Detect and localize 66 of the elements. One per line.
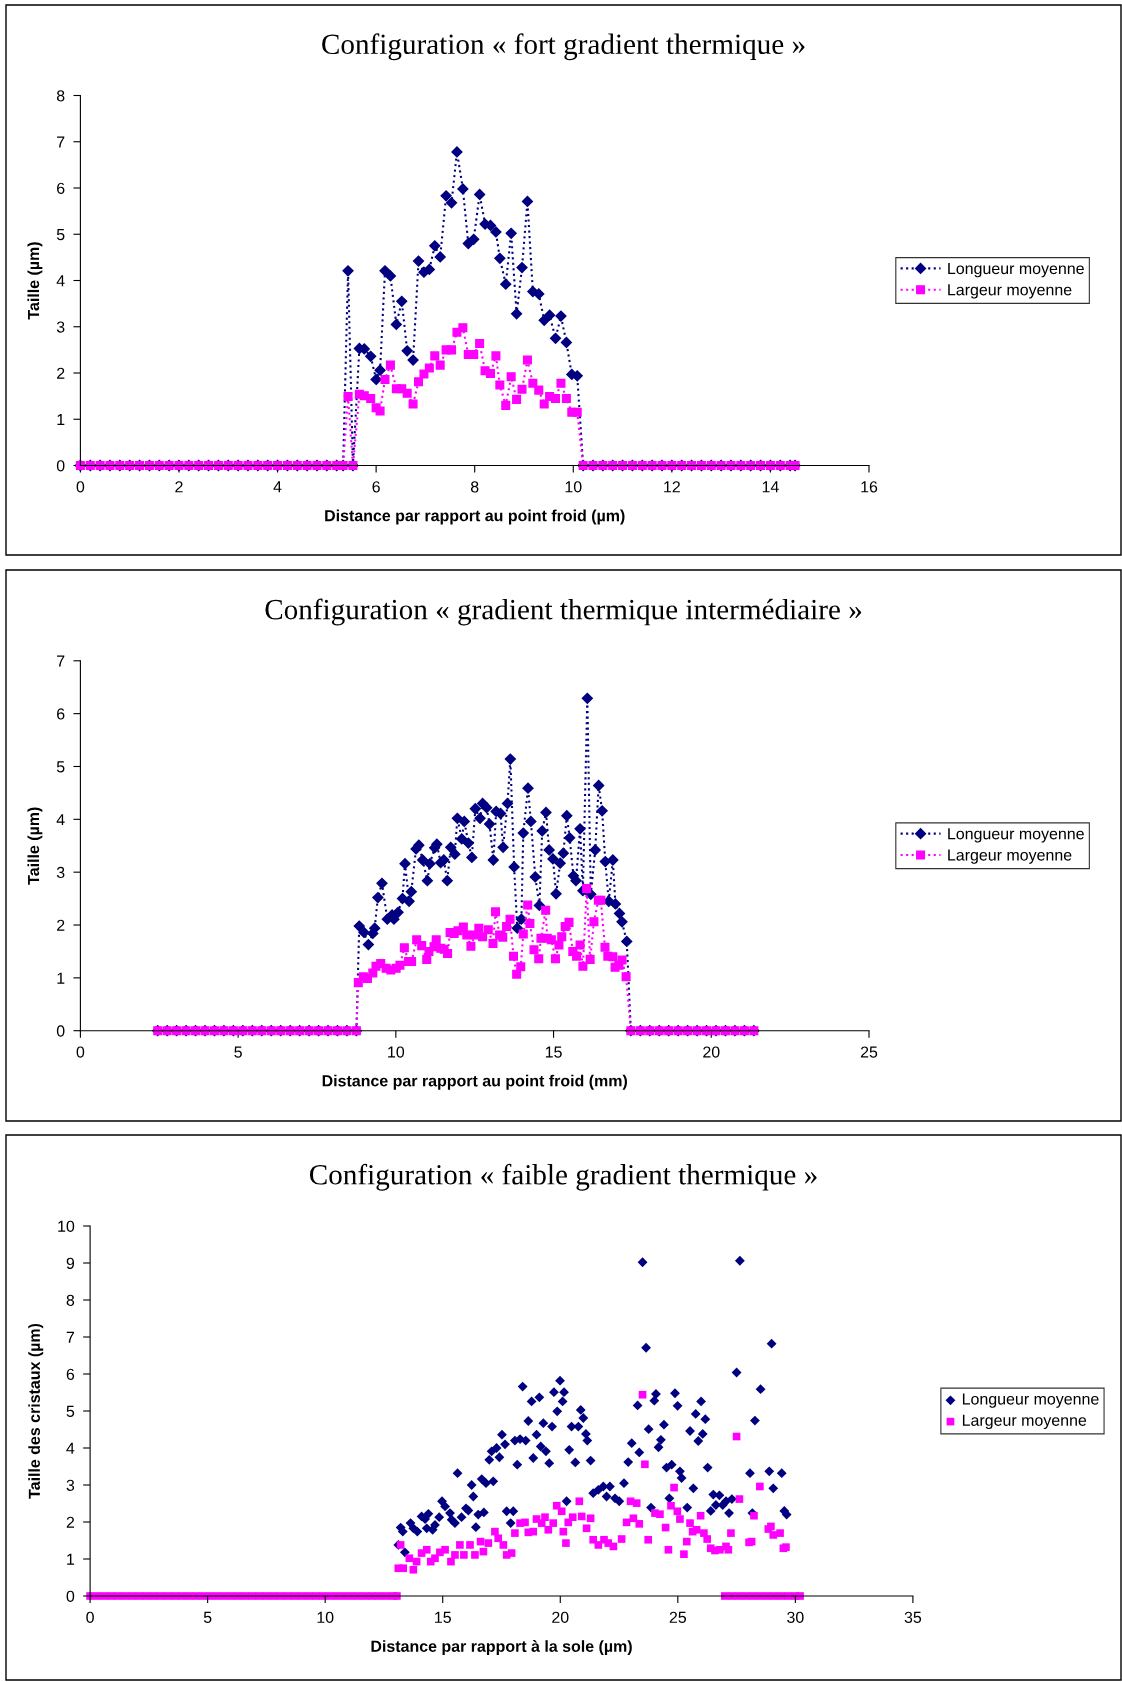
y-tick-label: 5 xyxy=(56,229,65,241)
y-tick-label: 4 xyxy=(56,814,65,826)
x-tick-label: 20 xyxy=(552,1611,569,1624)
y-tick-label: 8 xyxy=(56,90,65,102)
x-tick-label: 0 xyxy=(76,481,85,493)
legend-label: Longueur moyenne xyxy=(948,828,1084,843)
y-tick-label: 7 xyxy=(57,655,65,667)
y-tick-label: 0 xyxy=(56,1025,65,1037)
x-tick-label: 4 xyxy=(273,481,282,493)
y-tick-label: 3 xyxy=(56,866,65,879)
y-tick-label: 4 xyxy=(66,1442,75,1454)
y-tick-label: 1 xyxy=(57,414,65,426)
x-axis-title: Distance par rapport au point froid (mm) xyxy=(322,1074,627,1090)
x-tick-label: 10 xyxy=(317,1611,334,1624)
y-tick-label: 1 xyxy=(67,1553,75,1565)
x-tick-label: 8 xyxy=(470,481,479,493)
y-tick-label: 5 xyxy=(66,1405,75,1417)
x-tick-label: 10 xyxy=(565,481,582,493)
y-tick-label: 6 xyxy=(66,1368,75,1380)
x-tick-label: 15 xyxy=(435,1611,451,1624)
x-tick-label: 2 xyxy=(175,481,183,493)
legend-label: Largeur moyenne xyxy=(948,284,1072,299)
x-tick-label: 0 xyxy=(76,1046,85,1058)
y-tick-label: 7 xyxy=(66,1331,75,1343)
x-tick-label: 25 xyxy=(860,1046,878,1058)
chart-title: Configuration « gradient thermique intermédiaire » xyxy=(265,598,862,626)
x-axis-title: Distance par rapport au point froid (µm) xyxy=(325,509,625,525)
chart-title: Configuration « fort gradient thermique » xyxy=(322,33,805,61)
legend-label: Longueur moyenne xyxy=(962,1393,1099,1408)
legend-label: Longueur moyenne xyxy=(948,263,1084,278)
y-axis-title: Taille des cristaux (µm) xyxy=(28,1323,44,1499)
x-tick-label: 35 xyxy=(904,1611,922,1624)
x-tick-label: 10 xyxy=(388,1046,405,1058)
x-tick-label: 30 xyxy=(787,1611,804,1624)
x-tick-label: 6 xyxy=(372,481,380,493)
y-tick-label: 7 xyxy=(57,136,65,148)
y-tick-label: 5 xyxy=(56,761,65,773)
y-tick-label: 9 xyxy=(66,1257,75,1269)
x-tick-label: 0 xyxy=(86,1611,94,1624)
y-tick-label: 0 xyxy=(66,1590,75,1602)
legend-label: Largeur moyenne xyxy=(948,849,1072,864)
y-tick-label: 0 xyxy=(56,460,65,472)
y-tick-label: 3 xyxy=(66,1479,75,1491)
y-tick-label: 3 xyxy=(56,321,65,333)
y-axis-title: Taille (µm) xyxy=(27,242,43,320)
y-tick-label: 10 xyxy=(58,1220,75,1232)
y-tick-label: 2 xyxy=(57,919,65,931)
y-tick-label: 8 xyxy=(66,1294,75,1306)
y-tick-label: 6 xyxy=(57,182,65,194)
x-axis-title: Distance par rapport à la sole (µm) xyxy=(371,1640,632,1656)
y-tick-label: 6 xyxy=(57,708,65,720)
x-tick-label: 20 xyxy=(703,1046,720,1058)
y-tick-label: 2 xyxy=(66,1516,75,1528)
y-tick-label: 2 xyxy=(57,367,65,379)
x-tick-label: 15 xyxy=(545,1046,562,1058)
legend-label: Largeur moyenne xyxy=(962,1414,1087,1430)
chart-title: Configuration « faible gradient thermique » xyxy=(309,1163,817,1191)
x-tick-label: 5 xyxy=(234,1046,242,1058)
x-tick-label: 12 xyxy=(664,481,680,493)
x-tick-label: 14 xyxy=(762,481,779,493)
x-tick-label: 16 xyxy=(861,481,878,493)
x-tick-label: 5 xyxy=(203,1611,212,1624)
x-tick-label: 25 xyxy=(669,1611,687,1624)
y-axis-title: Taille (µm) xyxy=(27,807,43,885)
y-tick-label: 1 xyxy=(57,972,65,984)
y-tick-label: 4 xyxy=(56,275,65,287)
